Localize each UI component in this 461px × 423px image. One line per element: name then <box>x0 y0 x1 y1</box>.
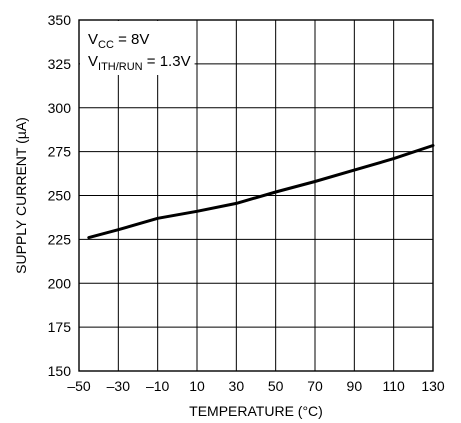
x-tick-label: 110 <box>383 378 406 394</box>
grid <box>79 20 433 371</box>
annotation-main: V <box>88 31 98 48</box>
x-tick-label: 70 <box>307 378 323 394</box>
y-tick-label: 225 <box>48 231 72 247</box>
y-tick-labels: 150 175 200 225 250 275 300 325 350 <box>48 12 72 379</box>
x-axis-title: TEMPERATURE (°C) <box>189 403 323 419</box>
annotation-value: = 1.3V <box>143 53 191 70</box>
annotation-vith-run: VITH/RUN = 1.3V <box>88 53 191 73</box>
annotation-subscript: ITH/RUN <box>98 61 143 73</box>
x-tick-labels: –50 –30 –10 10 30 50 70 90 110 130 <box>67 378 445 394</box>
y-tick-label: 325 <box>48 56 72 72</box>
x-tick-label: –50 <box>67 378 91 394</box>
x-tick-label: 10 <box>189 378 205 394</box>
plot-frame <box>78 19 434 372</box>
x-tick-label: –10 <box>146 378 170 394</box>
x-tick-label: 90 <box>347 378 363 394</box>
y-tick-label: 200 <box>48 275 72 291</box>
x-tick-label: 50 <box>268 378 284 394</box>
annotation-main: V <box>88 53 98 70</box>
series-line <box>87 144 435 240</box>
annotation-background <box>80 21 195 75</box>
y-tick-label: 275 <box>48 144 72 160</box>
y-tick-label: 150 <box>48 363 72 379</box>
y-tick-label: 300 <box>48 100 72 116</box>
y-tick-label: 350 <box>48 12 72 28</box>
x-tick-label: 30 <box>229 378 245 394</box>
annotation-value: = 8V <box>114 31 149 48</box>
annotation-subscript: CC <box>98 39 114 51</box>
y-axis-title: SUPPLY CURRENT (µA) <box>13 117 29 274</box>
y-tick-label: 250 <box>48 188 72 204</box>
annotation-vcc: VCC = 8V <box>88 31 149 51</box>
x-tick-label: –30 <box>107 378 131 394</box>
x-tick-label: 130 <box>421 378 445 394</box>
y-tick-label: 175 <box>48 319 72 335</box>
series-layer <box>87 144 435 240</box>
